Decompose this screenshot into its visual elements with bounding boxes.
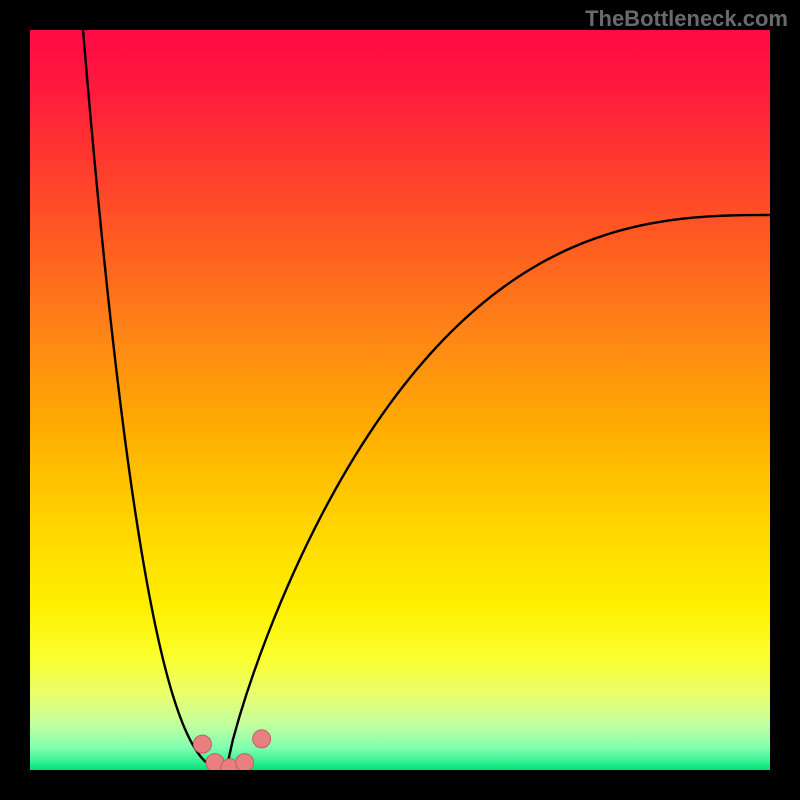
curve-marker bbox=[193, 735, 211, 753]
curve-marker bbox=[236, 754, 254, 772]
watermark-text: TheBottleneck.com bbox=[585, 6, 788, 32]
bottleneck-chart bbox=[0, 0, 800, 800]
plot-background bbox=[30, 30, 770, 770]
curve-marker bbox=[253, 730, 271, 748]
